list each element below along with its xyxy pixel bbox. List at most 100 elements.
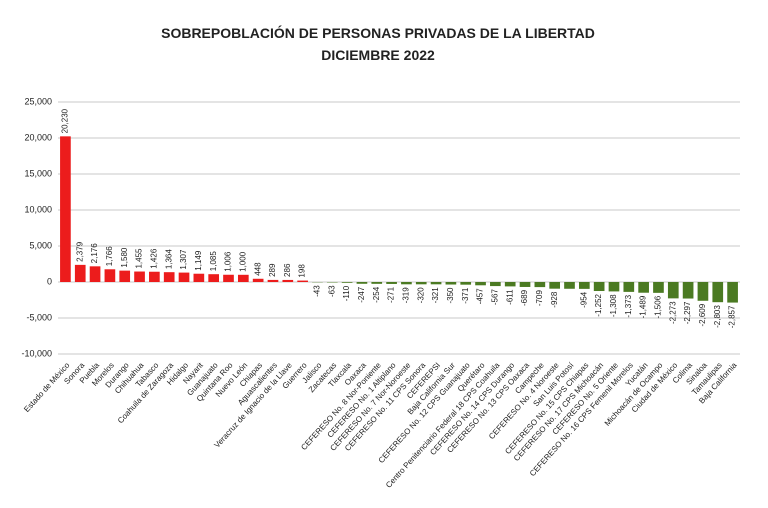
- value-label: -1,373: [624, 294, 633, 317]
- bar: [712, 282, 724, 303]
- bar: [193, 273, 205, 282]
- bar: [267, 279, 279, 282]
- value-label: -321: [431, 287, 440, 304]
- bar: [519, 282, 531, 287]
- value-label: -1,506: [654, 295, 663, 318]
- bar: [593, 282, 605, 292]
- bar: [727, 282, 738, 303]
- y-tick-label: 25,000: [24, 96, 52, 106]
- value-label: -254: [372, 286, 381, 303]
- x-tick-label: Estado de México: [22, 360, 72, 414]
- value-label: 289: [268, 263, 277, 277]
- bar: [208, 274, 220, 282]
- bar: [623, 282, 635, 292]
- value-label: -1,252: [594, 293, 603, 316]
- value-label: -954: [579, 291, 588, 308]
- bar: [119, 270, 131, 282]
- value-label: -63: [327, 285, 336, 297]
- bar: [460, 282, 472, 285]
- bar: [638, 282, 649, 293]
- bar: [60, 136, 71, 282]
- bar: [475, 282, 486, 286]
- bar: [564, 282, 575, 289]
- value-label: 1,455: [135, 248, 144, 269]
- bar: [578, 282, 590, 289]
- y-tick-label: 10,000: [24, 204, 52, 214]
- y-tick-label: 0: [47, 276, 52, 286]
- bar: [341, 282, 353, 283]
- bar: [74, 264, 86, 282]
- value-label: -611: [505, 289, 514, 305]
- bar: [697, 282, 709, 301]
- bar: [653, 282, 664, 293]
- value-label: 1,149: [194, 250, 203, 271]
- bar: [445, 282, 457, 285]
- bar: [490, 282, 501, 287]
- value-label: 1,364: [164, 249, 173, 270]
- value-label: -709: [535, 290, 544, 307]
- bar: [371, 282, 383, 284]
- value-label: -2,297: [683, 301, 692, 324]
- bar: [104, 269, 116, 282]
- bar: [401, 282, 412, 285]
- bar: [608, 282, 620, 292]
- bar: [223, 274, 234, 282]
- value-label: -110: [342, 285, 351, 301]
- bar: [386, 282, 397, 284]
- value-label: 448: [253, 262, 262, 276]
- bar: [89, 266, 101, 282]
- bar: [682, 282, 694, 299]
- value-label: 2,176: [90, 243, 99, 264]
- value-label: -2,609: [698, 303, 707, 326]
- bar: [237, 274, 249, 282]
- y-tick-label: -10,000: [21, 348, 52, 358]
- value-label: -371: [461, 287, 470, 304]
- y-tick-label: 15,000: [24, 168, 52, 178]
- value-label: 1,000: [238, 251, 247, 272]
- value-label: 198: [298, 264, 307, 278]
- bar: [504, 282, 516, 287]
- value-label: -457: [476, 288, 485, 305]
- bar: [163, 272, 175, 282]
- value-label: -2,857: [728, 305, 737, 328]
- value-label: 286: [283, 263, 292, 277]
- bar: [430, 282, 442, 285]
- value-label: -2,803: [713, 305, 722, 328]
- chart-subtitle: DICIEMBRE 2022: [321, 47, 435, 63]
- y-tick-label: -5,000: [26, 312, 52, 322]
- y-tick-label: 5,000: [29, 240, 52, 250]
- chart-title: SOBREPOBLACIÓN DE PERSONAS PRIVADAS DE L…: [161, 24, 595, 41]
- value-label: -43: [313, 285, 322, 297]
- value-label: -350: [446, 287, 455, 304]
- value-label: 1,426: [149, 248, 158, 269]
- bar: [549, 282, 561, 289]
- value-label: 20,230: [61, 108, 70, 133]
- bar: [282, 279, 294, 282]
- value-label: -928: [550, 291, 559, 308]
- bar: [252, 278, 264, 282]
- value-label: 1,006: [224, 251, 233, 272]
- value-label: -2,273: [668, 301, 677, 324]
- value-label: 2,379: [75, 241, 84, 262]
- value-label: -689: [520, 289, 529, 306]
- bar: [415, 282, 427, 285]
- value-label: -567: [490, 289, 499, 306]
- bar: [178, 272, 190, 282]
- value-label: -271: [387, 286, 396, 303]
- bar: [297, 280, 308, 282]
- value-label: -247: [357, 286, 366, 303]
- bar: [356, 282, 368, 284]
- bar: [149, 271, 160, 282]
- bar: [667, 282, 679, 299]
- y-tick-label: 20,000: [24, 132, 52, 142]
- value-label: -1,308: [609, 294, 618, 317]
- value-label: 1,580: [120, 247, 129, 268]
- value-label: -319: [402, 287, 411, 304]
- value-label: -320: [416, 287, 425, 304]
- value-label: 1,085: [209, 251, 218, 272]
- value-label: -1,489: [639, 295, 648, 318]
- value-label: 1,766: [105, 246, 114, 267]
- bar: [134, 271, 145, 282]
- value-label: 1,307: [179, 249, 188, 270]
